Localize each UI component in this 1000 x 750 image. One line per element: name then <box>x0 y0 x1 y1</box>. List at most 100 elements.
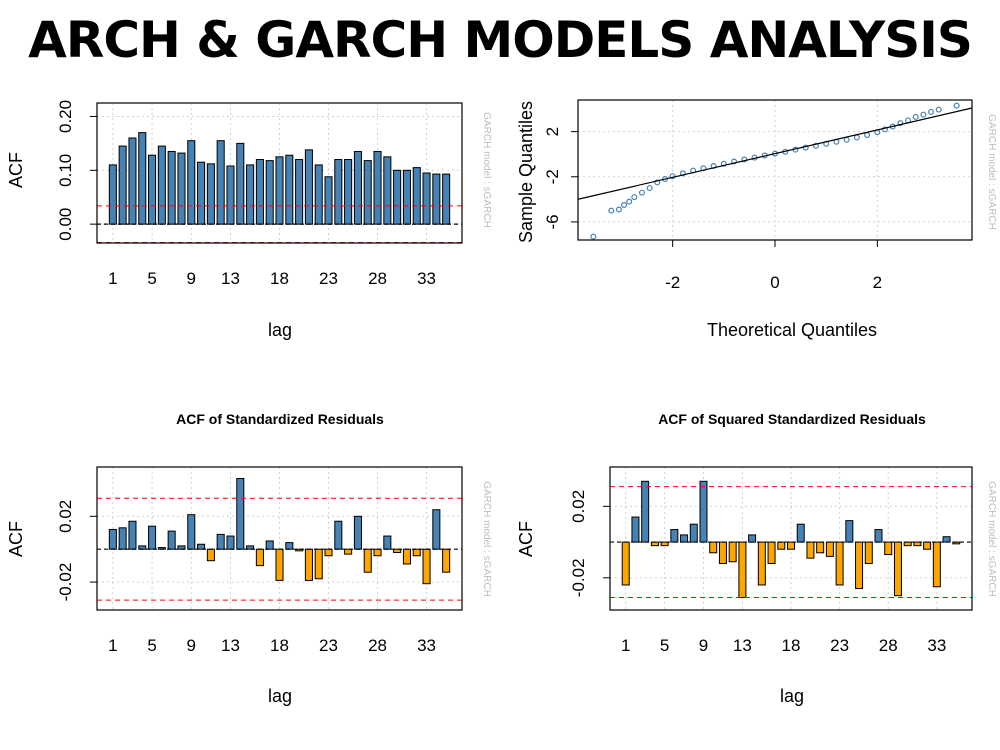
acf-bar <box>699 480 708 543</box>
qq-point <box>912 113 919 120</box>
y-tick-label: -2 <box>543 169 562 184</box>
acf-bar <box>864 541 873 565</box>
acf-bar <box>314 164 323 225</box>
x-tick-label: 5 <box>147 636 156 655</box>
acf-bar <box>118 527 127 550</box>
acf-bar <box>825 541 834 557</box>
acf-bar <box>412 167 421 225</box>
qq-point <box>935 106 942 113</box>
x-tick-label: 28 <box>879 636 898 655</box>
acf-bar <box>216 140 225 225</box>
qq-point <box>741 156 748 163</box>
y-tick-label: 0.02 <box>56 500 75 533</box>
x-tick-label: 18 <box>270 269 289 288</box>
acf-bar <box>246 545 255 550</box>
y-tick-label: 0.02 <box>569 490 588 523</box>
acf-bar <box>709 541 718 554</box>
x-tick-label: 18 <box>270 636 289 655</box>
y-tick-label: 2 <box>543 127 562 136</box>
qq-point <box>590 233 597 240</box>
acf-bar <box>748 534 757 543</box>
acf-bar <box>177 152 186 225</box>
acf-bar <box>383 156 392 225</box>
qq-point <box>626 198 633 205</box>
acf-bar <box>206 163 215 225</box>
acf-bar <box>187 514 196 550</box>
x-tick-label: 18 <box>782 636 801 655</box>
qq-point <box>679 170 686 177</box>
acf-bar <box>893 541 902 597</box>
qq-point <box>843 136 850 143</box>
banner-title: ARCH & GARCH MODELS ANALYSIS <box>28 11 973 69</box>
acf-bar <box>275 548 284 581</box>
x-axis-label: lag <box>780 686 804 706</box>
acf-bar <box>796 523 805 543</box>
x-tick-label: 23 <box>319 269 338 288</box>
acf-bar <box>855 541 864 590</box>
x-tick-label: 9 <box>187 636 196 655</box>
acf-bar <box>344 159 353 225</box>
acf-bar <box>128 520 137 550</box>
acf-bar <box>845 520 854 543</box>
acf-bar <box>363 548 372 573</box>
acf-bar <box>442 548 451 573</box>
acf-bar <box>913 541 922 547</box>
x-tick-label: 23 <box>319 636 338 655</box>
acf-bar <box>295 159 304 225</box>
acf-bar <box>167 150 176 225</box>
acf-bar <box>226 165 235 225</box>
qq-point <box>720 160 727 167</box>
qq-point <box>812 142 819 149</box>
acf-bar <box>432 173 441 225</box>
acf-bar <box>806 541 815 559</box>
qq-point <box>853 134 860 141</box>
acf-bar <box>157 145 166 225</box>
qq-point <box>882 126 889 133</box>
acf-bar <box>108 528 117 550</box>
acf-bar <box>314 548 323 580</box>
x-axis-label: Theoretical Quantiles <box>707 320 877 340</box>
panel-title: ACF of Squared Standardized Residuals <box>658 411 926 427</box>
x-tick-label: 13 <box>733 636 752 655</box>
acf-bar <box>777 541 786 550</box>
x-tick-label: 23 <box>830 636 849 655</box>
acf-bar <box>835 541 844 586</box>
acf-bar <box>631 516 640 543</box>
acf-bar <box>285 154 294 225</box>
y-axis-label: Sample Quantiles <box>516 101 536 243</box>
qq-point <box>953 102 960 109</box>
qq-point <box>654 179 661 186</box>
acf-bar <box>874 529 883 543</box>
qq-point <box>638 189 645 196</box>
acf-bar <box>304 548 313 581</box>
acf-bar <box>767 541 776 565</box>
qq-plot-panel: Theoretical Quantiles Sample Quantiles G… <box>516 99 997 340</box>
acf-bar <box>265 540 274 550</box>
acf-bar <box>138 132 147 225</box>
x-axis-label: lag <box>268 320 292 340</box>
acf-bar <box>353 515 362 550</box>
qq-point <box>621 202 628 209</box>
qq-point <box>646 185 653 192</box>
acf-bar <box>393 548 402 553</box>
acf-bar <box>412 548 421 557</box>
acf-bar <box>884 541 893 556</box>
acf-bar <box>344 548 353 555</box>
acf-bar <box>942 536 951 543</box>
acf-bar <box>923 541 932 550</box>
y-tick-label: -0.02 <box>569 558 588 597</box>
acf-bar <box>108 164 117 225</box>
acf-bar <box>660 541 669 547</box>
acf-bar <box>680 534 689 543</box>
y-tick-label: -6 <box>543 214 562 229</box>
acf-bar <box>236 142 245 225</box>
acf-bar <box>304 149 313 225</box>
acf-bar <box>757 541 766 586</box>
x-tick-label: 33 <box>417 269 436 288</box>
watermark: GARCH model : sGARCH <box>481 112 492 228</box>
x-tick-label: 1 <box>621 636 630 655</box>
acf-bar <box>718 541 727 565</box>
acf-bar <box>187 140 196 225</box>
watermark: GARCH model : sGARCH <box>986 114 997 230</box>
